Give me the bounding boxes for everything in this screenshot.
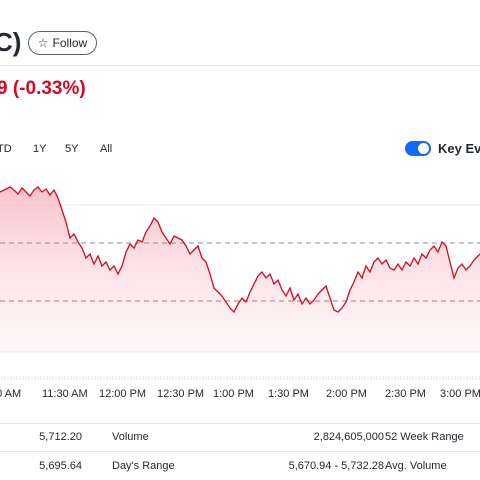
tab-ytd[interactable]: TD: [0, 143, 12, 155]
price-area: [0, 187, 480, 352]
stat-label-avg-volume: Avg. Volume: [385, 460, 447, 472]
x-tick-label: 1:00 PM: [213, 388, 254, 400]
stat-value: 5,695.64: [39, 460, 82, 472]
stat-value-days-range: 5,670.94 - 5,732.28: [288, 460, 384, 472]
ticker-symbol: C): [0, 27, 22, 57]
stat-value-volume: 2,824,605,000: [313, 431, 384, 443]
tab-all[interactable]: All: [100, 143, 113, 155]
stats-divider: [0, 423, 480, 424]
x-tick-label: 2:30 PM: [385, 388, 426, 400]
key-events-toggle-group[interactable]: Key Eve: [405, 141, 480, 156]
x-tick-label: 00 AM: [0, 388, 21, 400]
tab-1y[interactable]: 1Y: [33, 143, 47, 155]
price-chart[interactable]: 00 AM 11:30 AM 12:00 PM 12:30 PM 1:00 PM 1:30…: [0, 170, 480, 402]
key-events-label: Key Eve: [438, 141, 480, 156]
star-icon: ☆: [37, 36, 49, 50]
x-tick-label: 3:00 PM: [440, 388, 480, 400]
tab-5y[interactable]: 5Y: [65, 143, 79, 155]
x-tick-label: 12:00 PM: [99, 388, 146, 400]
stat-value: 5,712.20: [39, 431, 82, 443]
x-tick-label: 1:30 PM: [268, 388, 309, 400]
stat-label-volume: Volume: [112, 431, 149, 443]
x-tick-label: 12:30 PM: [157, 388, 204, 400]
price-line: [0, 186, 480, 314]
key-events-toggle[interactable]: [405, 141, 431, 156]
follow-label: Follow: [52, 36, 88, 50]
stats-divider: [0, 451, 480, 452]
follow-button[interactable]: ☆ Follow: [28, 31, 97, 55]
x-tick-label: 11:30 AM: [42, 388, 88, 400]
stat-label-52-week-range: 52 Week Range: [385, 431, 464, 443]
stat-label-days-range: Day's Range: [112, 460, 175, 472]
price-change: 9 (-0.33%): [0, 78, 86, 99]
x-tick-label: 2:00 PM: [326, 388, 367, 400]
header-divider: [0, 65, 480, 66]
